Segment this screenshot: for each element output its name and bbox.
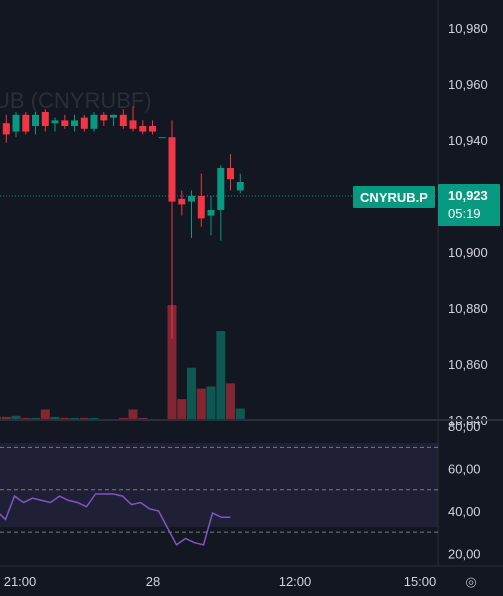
candle-body <box>100 114 108 121</box>
candle-body <box>41 112 49 126</box>
volume-bar <box>0 416 1 420</box>
volume-bar <box>21 417 31 420</box>
candle-body <box>227 168 234 180</box>
candle-body <box>90 114 98 129</box>
volume-bar <box>40 409 50 420</box>
candle-body <box>51 120 59 124</box>
rsi-bands <box>0 446 438 533</box>
volume-bar <box>50 416 60 420</box>
rsi-tick-label: 80,00 <box>448 419 481 434</box>
bar-countdown: 05:19 <box>448 206 481 221</box>
candle-body <box>217 168 225 210</box>
candle-body <box>197 196 205 219</box>
time-tick-label: 12:00 <box>279 574 312 589</box>
rsi-line <box>0 493 231 546</box>
rsi-tick-label: 20,00 <box>448 546 481 561</box>
rsi-band-fill <box>0 443 438 527</box>
candle-body <box>22 114 30 132</box>
candle-body <box>129 120 137 129</box>
volume-bar <box>167 305 177 420</box>
symbol-watermark: UB (CNYRUBF) <box>0 88 152 113</box>
volume-bar <box>79 417 89 420</box>
rsi-tick-label: 40,00 <box>448 504 481 519</box>
rsi-tick-label: 60,00 <box>448 462 481 477</box>
candle-body <box>236 182 244 191</box>
price-tick-label: 10,960 <box>448 77 488 92</box>
price-tick-label: 10,980 <box>448 21 488 36</box>
volume-bar <box>235 408 245 420</box>
volume-bar <box>1 416 11 420</box>
volume-bar <box>206 386 216 420</box>
volume-bars <box>0 305 245 420</box>
price-tick-label: 10,880 <box>448 301 488 316</box>
candle-body <box>12 114 20 132</box>
candle-body <box>119 114 127 126</box>
candle-body <box>139 126 147 132</box>
gear-icon[interactable]: ◎ <box>465 574 477 589</box>
time-tick-label: 21:00 <box>4 574 37 589</box>
candle-body <box>110 114 117 118</box>
candle-body <box>188 196 195 202</box>
candle-body <box>168 137 176 202</box>
candle-body <box>178 198 186 205</box>
last-price-badge: 10,923 05:19 <box>438 184 500 226</box>
price-tick-label: 10,900 <box>448 245 488 260</box>
time-axis-ticks[interactable]: 21:00 28 12:00 15:00 <box>4 574 437 589</box>
volume-bar <box>60 417 70 420</box>
price-tick-label: 10,860 <box>448 357 488 372</box>
volume-bar <box>89 417 99 420</box>
rsi-axis-ticks: 80,00 60,00 40,00 20,00 <box>448 419 481 561</box>
volume-bar <box>31 417 40 420</box>
volume-bar <box>118 417 128 420</box>
candle-body <box>61 120 69 126</box>
symbol-label-badge: CNYRUB.P <box>353 186 435 208</box>
last-price-value: 10,923 <box>448 188 488 203</box>
candle-body <box>207 210 215 216</box>
candle-body <box>71 120 78 126</box>
volume-bar <box>177 399 187 420</box>
volume-bar <box>70 417 79 420</box>
candle-body <box>158 137 166 139</box>
volume-bar <box>226 383 235 420</box>
candles <box>2 106 244 339</box>
volume-bar <box>11 415 21 420</box>
volume-bar <box>128 409 138 420</box>
volume-bar <box>138 417 148 420</box>
candle-body <box>32 114 39 126</box>
candle-body <box>80 117 88 129</box>
volume-bar <box>216 331 226 420</box>
time-tick-label: 15:00 <box>404 574 437 589</box>
volume-bar <box>196 388 206 420</box>
candle-body <box>2 123 10 135</box>
volume-bar <box>187 367 196 420</box>
candle-body <box>149 126 156 132</box>
time-tick-label: 28 <box>146 574 160 589</box>
price-tick-label: 10,940 <box>448 133 488 148</box>
